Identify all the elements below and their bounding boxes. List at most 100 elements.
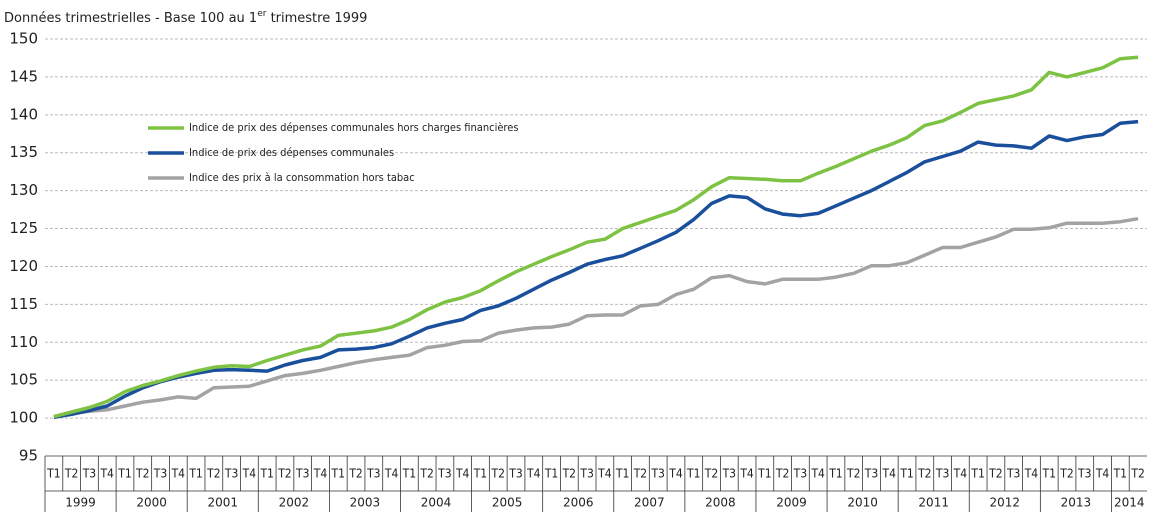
year-label: 2007 [634,496,665,510]
year-label: 2002 [279,496,310,510]
year-label: 2004 [421,496,452,510]
series-line [53,55,1139,419]
year-label: 2000 [136,496,167,510]
year-label: 2003 [350,496,381,510]
x-tick-label: T2 [491,467,505,481]
title-part: Données trimestrielles - Base 100 au 1 [4,11,257,26]
x-tick-label: T3 [793,467,807,481]
x-tick-label: T1 [899,467,913,481]
x-tick-label: T2 [775,467,789,481]
x-tick-label: T4 [171,467,186,481]
x-tick-label: T4 [455,467,470,481]
x-tick-label: T1 [1113,467,1127,481]
x-tick-label: T3 [366,467,380,481]
x-tick-label: T2 [988,467,1002,481]
x-tick-label: T1 [473,467,487,481]
y-tick-label: 150 [9,30,38,48]
x-tick-label: T1 [615,467,629,481]
year-label: 2005 [492,496,523,510]
x-tick-label: T3 [295,467,309,481]
x-tick-label: T1 [259,467,273,481]
x-tick-label: T4 [810,467,825,481]
year-label: 2010 [847,496,878,510]
x-tick-label: T2 [633,467,647,481]
x-tick-label: T3 [82,467,96,481]
x-tick-label: T4 [882,467,897,481]
chart-title: Données trimestrielles - Base 100 au 1er… [4,9,367,26]
x-tick-label: T1 [402,467,416,481]
x-tick-label: T3 [1077,467,1091,481]
x-tick-label: T1 [188,467,202,481]
legend-label: Indice de prix des dépenses communales h… [189,121,519,134]
x-tick-label: T2 [846,467,860,481]
x-tick-label: T4 [1095,467,1110,481]
x-tick-label: T3 [650,467,664,481]
x-tick-label: T2 [419,467,433,481]
x-tick-label: T2 [704,467,718,481]
x-tick-label: T2 [1130,467,1144,481]
x-tick-label: T1 [544,467,558,481]
x-tick-label: T3 [437,467,451,481]
x-tick-label: T3 [722,467,736,481]
legend-label: Indice de prix des dépenses communales [189,146,394,159]
y-tick-label: 130 [9,181,38,199]
title-superscript: er [257,9,267,19]
x-tick-label: T4 [1024,467,1039,481]
x-tick-label: T4 [739,467,754,481]
year-label: 1999 [65,496,96,510]
x-tick-label: T1 [757,467,771,481]
x-tick-label: T3 [935,467,949,481]
y-tick-label: 125 [9,219,38,237]
x-tick-label: T4 [668,467,683,481]
x-tick-label: T2 [206,467,220,481]
legend-label: Indice des prix à la consommation hors t… [189,171,415,184]
x-tick-label: T1 [117,467,131,481]
x-tick-label: T1 [331,467,345,481]
x-tick-label: T1 [686,467,700,481]
x-tick-label: T2 [135,467,149,481]
x-tick-label: T2 [277,467,291,481]
x-tick-label: T1 [970,467,984,481]
y-tick-label: 145 [9,67,38,85]
y-tick-label: 95 [19,447,38,465]
y-tick-label: 135 [9,143,38,161]
x-tick-label: T2 [917,467,931,481]
x-tick-label: T4 [242,467,257,481]
x-tick-label: T3 [864,467,878,481]
x-tick-label: T2 [562,467,576,481]
year-label: 2006 [563,496,594,510]
x-tick-label: T3 [579,467,593,481]
year-label: 2013 [1061,496,1092,510]
x-tick-label: T3 [1006,467,1020,481]
x-tick-label: T4 [99,467,114,481]
year-label: 2011 [918,496,949,510]
x-tick-label: T3 [224,467,238,481]
y-tick-label: 140 [9,105,38,123]
title-part: trimestre 1999 [266,11,367,26]
x-tick-label: T2 [1059,467,1073,481]
x-tick-label: T1 [46,467,60,481]
x-tick-label: T4 [384,467,399,481]
x-tick-label: T1 [828,467,842,481]
year-label: 2008 [705,496,736,510]
x-tick-label: T3 [153,467,167,481]
year-label: 2014 [1114,496,1145,510]
y-tick-label: 115 [9,295,38,313]
y-tick-label: 105 [9,371,38,389]
x-tick-label: T4 [313,467,328,481]
series-line [53,216,1139,420]
year-label: 2001 [207,496,238,510]
series-line [53,119,1139,420]
y-tick-label: 100 [9,409,38,427]
x-tick-label: T4 [597,467,612,481]
x-tick-label: T1 [1042,467,1056,481]
x-tick-label: T3 [508,467,522,481]
x-tick-label: T2 [64,467,78,481]
x-tick-label: T4 [953,467,968,481]
year-label: 2012 [990,496,1021,510]
x-tick-label: T4 [526,467,541,481]
y-tick-label: 120 [9,257,38,275]
y-tick-label: 110 [9,333,38,351]
x-tick-label: T2 [348,467,362,481]
